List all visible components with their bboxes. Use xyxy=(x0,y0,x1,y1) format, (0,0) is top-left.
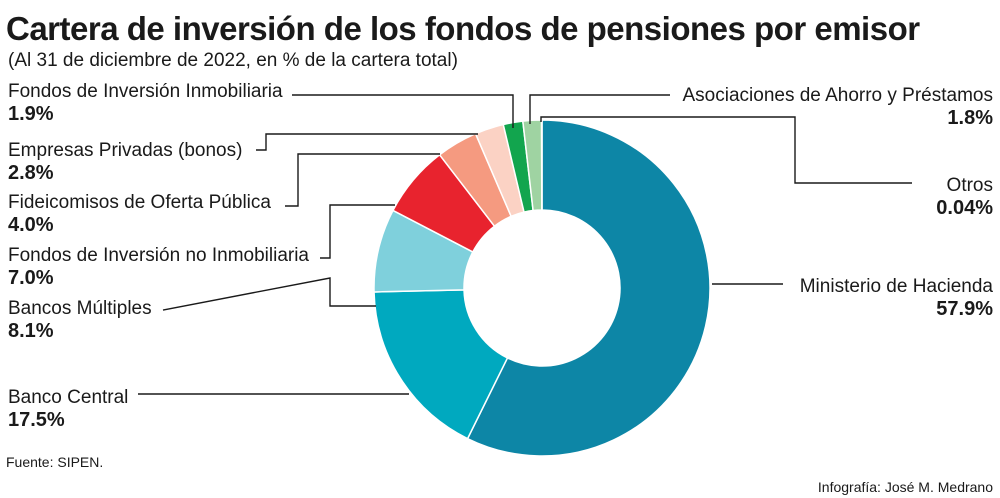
value-bancos-multiples: 8.1% xyxy=(8,320,54,342)
value-banco-central: 17.5% xyxy=(8,409,65,431)
label-fondos-de-inversion-no-inmobiliaria: Fondos de Inversión no Inmobiliaria xyxy=(8,245,309,266)
value-asociaciones-de-ahorro-y-prestamos: 1.8% xyxy=(947,107,993,129)
label-bancos-multiples: Bancos Múltiples xyxy=(8,298,152,319)
value-empresas-privadas-bonos: 2.8% xyxy=(8,162,54,184)
chart-subtitle: (Al 31 de diciembre de 2022, en % de la … xyxy=(8,50,458,71)
label-otros: Otros xyxy=(947,175,993,196)
leader-fondos-de-inversion-no-inmobiliaria xyxy=(320,204,395,259)
label-asociaciones-de-ahorro-y-prestamos: Asociaciones de Ahorro y Préstamos xyxy=(683,85,994,106)
label-empresas-privadas-bonos: Empresas Privadas (bonos) xyxy=(8,140,242,161)
donut-slices xyxy=(373,119,711,457)
value-fondos-de-inversion-inmobiliaria: 1.9% xyxy=(8,103,54,125)
label-ministerio-de-hacienda: Ministerio de Hacienda xyxy=(800,276,994,297)
leader-empresas-privadas-bonos xyxy=(256,133,478,151)
leader-asociaciones-de-ahorro-y-prestamos xyxy=(529,94,670,124)
value-fideicomisos-de-oferta-publica: 4.0% xyxy=(8,214,54,236)
leader-lines xyxy=(138,94,912,395)
credit-note: Infografía: José M. Medrano xyxy=(818,479,993,495)
value-ministerio-de-hacienda: 57.9% xyxy=(936,298,993,320)
slice-ministerio-de-hacienda xyxy=(466,119,711,457)
value-otros: 0.04% xyxy=(936,197,993,219)
slice-banco-central xyxy=(373,289,509,440)
chart-title: Cartera de inversión de los fondos de pe… xyxy=(6,10,920,47)
label-fondos-de-inversion-inmobiliaria: Fondos de Inversión Inmobiliaria xyxy=(8,81,283,102)
leader-fondos-de-inversion-inmobiliaria xyxy=(292,94,514,128)
value-fondos-de-inversion-no-inmobiliaria: 7.0% xyxy=(8,267,54,289)
source-note: Fuente: SIPEN. xyxy=(6,454,103,470)
label-fideicomisos-de-oferta-publica: Fideicomisos de Oferta Pública xyxy=(8,192,271,213)
label-banco-central: Banco Central xyxy=(8,387,128,408)
leader-fideicomisos-de-oferta-publica xyxy=(285,153,440,207)
leader-bancos-multiples xyxy=(162,277,376,311)
leader-otros xyxy=(540,116,912,184)
